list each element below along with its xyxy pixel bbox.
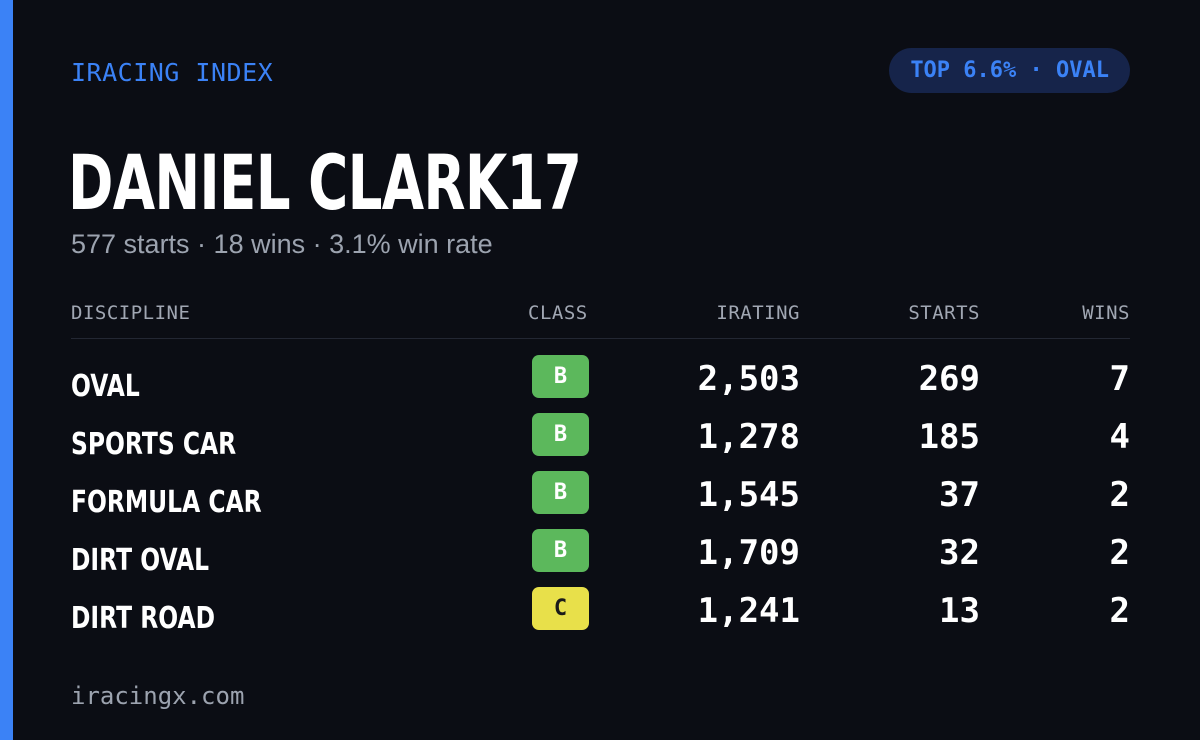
driver-summary: 577 starts · 18 wins · 3.1% win rate	[71, 229, 493, 259]
wins-value: 2	[1109, 475, 1130, 515]
header-starts: STARTS	[908, 302, 980, 324]
table-row: FORMULA CAR B 1,545 37 2	[71, 471, 1130, 529]
table-body: OVAL B 2,503 269 7 SPORTS CAR B 1,278 18…	[71, 355, 1130, 645]
class-badge: B	[532, 471, 589, 514]
wins-value: 2	[1109, 533, 1130, 573]
starts-value: 269	[918, 359, 980, 399]
class-badge: B	[532, 529, 589, 572]
discipline-name: DIRT ROAD	[71, 601, 216, 636]
table-row: SPORTS CAR B 1,278 185 4	[71, 413, 1130, 471]
header-class: CLASS	[528, 302, 588, 324]
wins-value: 4	[1109, 417, 1130, 457]
table-row: DIRT ROAD C 1,241 13 2	[71, 587, 1130, 645]
starts-value: 13	[939, 591, 980, 631]
irating-value: 1,709	[697, 533, 800, 573]
accent-bar	[0, 0, 13, 740]
driver-name: DANIEL CLARK17	[68, 138, 582, 227]
irating-value: 1,545	[697, 475, 800, 515]
table-header: DISCIPLINE CLASS IRATING STARTS WINS	[71, 296, 1130, 339]
class-badge: B	[532, 355, 589, 398]
discipline-name: DIRT OVAL	[71, 543, 210, 578]
wins-value: 7	[1109, 359, 1130, 399]
irating-value: 2,503	[697, 359, 800, 399]
starts-value: 32	[939, 533, 980, 573]
class-badge: B	[532, 413, 589, 456]
starts-value: 185	[918, 417, 980, 457]
header-irating: IRATING	[716, 302, 800, 324]
class-badge: C	[532, 587, 589, 630]
brand-label: IRACING INDEX	[71, 58, 274, 87]
header-discipline: DISCIPLINE	[71, 302, 191, 324]
table-row: DIRT OVAL B 1,709 32 2	[71, 529, 1130, 587]
table-row: OVAL B 2,503 269 7	[71, 355, 1130, 413]
header-wins: WINS	[1082, 302, 1130, 324]
rank-badge: TOP 6.6% · OVAL	[889, 48, 1130, 93]
wins-value: 2	[1109, 591, 1130, 631]
discipline-name: SPORTS CAR	[71, 427, 237, 462]
starts-value: 37	[939, 475, 980, 515]
irating-value: 1,241	[697, 591, 800, 631]
site-url: iracingx.com	[71, 682, 245, 710]
irating-value: 1,278	[697, 417, 800, 457]
discipline-name: OVAL	[71, 369, 140, 404]
discipline-name: FORMULA CAR	[71, 485, 262, 520]
discipline-table: DISCIPLINE CLASS IRATING STARTS WINS OVA…	[71, 296, 1130, 645]
